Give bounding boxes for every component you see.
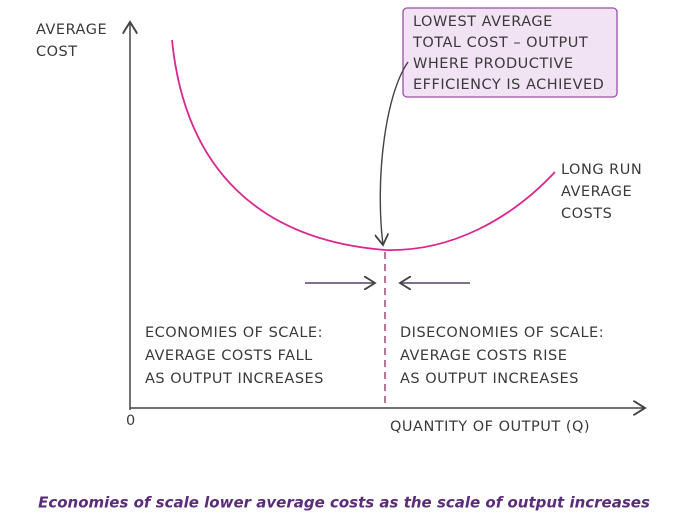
curve-label: COSTS — [561, 206, 612, 222]
y-axis-label: AVERAGE — [36, 22, 107, 38]
lrac-curve — [171, 39, 556, 251]
curve-label: LONG RUN — [561, 162, 642, 178]
origin-label: 0 — [126, 413, 136, 429]
right-region-text: DISECONOMIES OF SCALE: — [400, 325, 604, 341]
right-region-text: AS OUTPUT INCREASES — [400, 371, 579, 387]
callout-text: EFFICIENCY IS ACHIEVED — [413, 77, 604, 93]
callout-text: LOWEST AVERAGE — [413, 14, 553, 30]
x-axis-label: QUANTITY OF OUTPUT (Q) — [390, 419, 590, 435]
left-region-text: ECONOMIES OF SCALE: — [145, 325, 323, 341]
callout-box — [402, 7, 618, 98]
callout-arrow — [380, 61, 409, 245]
left-region-text: AVERAGE COSTS FALL — [145, 348, 313, 364]
right-region-text: AVERAGE COSTS RISE — [400, 348, 567, 364]
callout-text: WHERE PRODUCTIVE — [413, 56, 574, 72]
left-region-text: AS OUTPUT INCREASES — [145, 371, 324, 387]
caption: Economies of scale lower average costs a… — [38, 494, 650, 512]
curve-label: AVERAGE — [561, 184, 632, 200]
y-axis-label: COST — [36, 44, 78, 60]
callout-text: TOTAL COST – OUTPUT — [412, 35, 588, 51]
